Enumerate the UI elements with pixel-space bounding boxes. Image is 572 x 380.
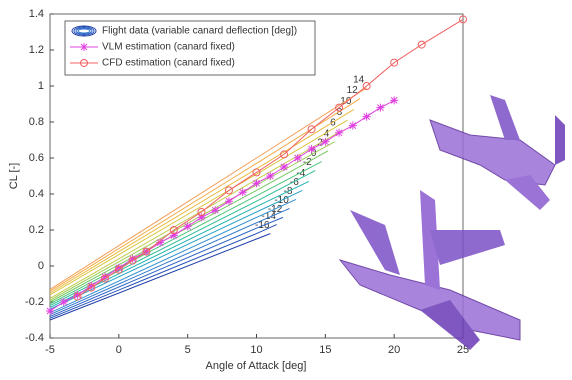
star-marker	[294, 154, 302, 162]
star-marker	[46, 307, 54, 315]
star-marker	[266, 172, 274, 180]
contour-line	[50, 109, 354, 293]
star-marker	[363, 113, 371, 121]
contour-line	[50, 190, 302, 309]
star-marker	[335, 129, 343, 137]
x-axis-label: Angle of Attack [deg]	[206, 360, 307, 372]
y-tick-label: 1	[38, 80, 44, 92]
star-marker	[253, 179, 261, 187]
y-tick-label: -0.2	[25, 296, 44, 308]
legend-swatch	[80, 43, 88, 51]
y-tick-label: 1.2	[29, 44, 44, 56]
x-tick-label: 5	[185, 344, 191, 356]
legend: Flight data (variable canard deflection …	[65, 21, 315, 75]
contour-line	[50, 142, 335, 300]
star-marker	[280, 163, 288, 171]
y-tick-label: 0.2	[29, 224, 44, 236]
y-axis-label: CL [-]	[8, 163, 20, 190]
contour-line	[50, 88, 367, 290]
y-tick-label: 0.8	[29, 116, 44, 128]
contour-line	[50, 131, 341, 298]
contour-label: 14	[353, 74, 365, 85]
x-tick-label: 0	[116, 344, 122, 356]
contour-line	[50, 120, 347, 295]
contour-line	[50, 199, 296, 312]
star-marker	[349, 122, 357, 130]
y-tick-label: 0.6	[29, 152, 44, 164]
legend-label: VLM estimation (canard fixed)	[102, 42, 235, 53]
star-marker	[308, 145, 316, 153]
y-tick-label: -0.4	[25, 332, 44, 344]
y-tick-label: 0	[38, 260, 44, 272]
x-tick-label: 10	[250, 344, 262, 356]
star-marker	[376, 104, 384, 112]
legend-label: Flight data (variable canard deflection …	[102, 26, 297, 37]
y-tick-label: 1.4	[29, 8, 44, 20]
star-marker	[390, 96, 398, 104]
star-marker	[184, 222, 192, 230]
star-marker	[321, 138, 329, 146]
star-marker	[225, 197, 233, 205]
star-marker	[239, 188, 247, 196]
y-tick-label: 0.4	[29, 188, 44, 200]
legend-label: CFD estimation (canard fixed)	[102, 58, 235, 69]
contour-line	[50, 162, 322, 304]
x-tick-label: -5	[45, 344, 55, 356]
chart: -0.4-0.200.20.40.60.811.21.4-50510152025…	[0, 0, 572, 375]
x-tick-label: 20	[388, 344, 400, 356]
x-tick-label: 15	[319, 344, 331, 356]
star-marker	[60, 298, 68, 306]
contour-label: -4	[296, 168, 305, 179]
aircraft-illustration	[340, 95, 565, 350]
star-marker	[211, 206, 219, 214]
